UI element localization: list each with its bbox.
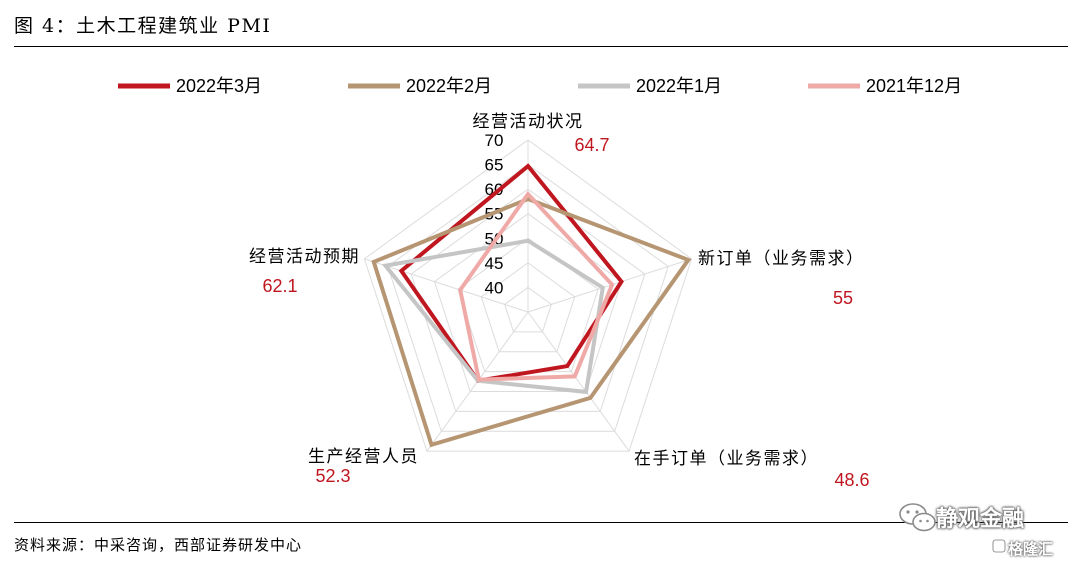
tick-label: 65 xyxy=(485,156,504,175)
series-line-2022年2月 xyxy=(371,196,692,448)
grid-ring-60 xyxy=(410,188,646,412)
source-rule xyxy=(14,522,1068,523)
axis-label: 在手订单（业务需求） xyxy=(634,449,819,469)
axis-label: 经营活动状况 xyxy=(473,112,584,132)
value-annotation: 55 xyxy=(833,288,853,308)
value-annotations: 64.7 55 48.6 52.3 62.1 xyxy=(262,135,869,490)
axis-label: 经营活动预期 xyxy=(249,247,360,267)
watermark-name: 静观金融 xyxy=(936,507,1025,532)
legend: 2022年3月 2022年2月 2022年1月 2021年12月 xyxy=(118,76,962,96)
series-line-2022年3月 xyxy=(398,163,624,383)
grid-ring-45 xyxy=(480,262,576,353)
legend-label: 2021年12月 xyxy=(866,76,962,96)
series-lines xyxy=(371,163,692,448)
tick-label: 45 xyxy=(485,254,504,273)
legend-label: 2022年3月 xyxy=(176,76,262,96)
figure-title: 图 4：土木工程建筑业 PMI xyxy=(14,15,272,37)
title-rule xyxy=(14,46,1068,47)
tick-label: 60 xyxy=(485,180,504,199)
grid-ring-55 xyxy=(433,213,623,393)
wechat-icon xyxy=(899,503,936,532)
value-annotation: 52.3 xyxy=(315,466,350,486)
watermark-brand: 格隆汇 xyxy=(1008,540,1054,558)
value-annotation: 64.7 xyxy=(574,135,609,155)
grid-ring-70 xyxy=(363,139,693,452)
figure-source: 资料来源：中采咨询，西部证券研发中心 xyxy=(14,536,303,554)
tick-label: 40 xyxy=(485,278,504,297)
axis-label: 新订单（业务需求） xyxy=(698,249,865,269)
value-annotation: 48.6 xyxy=(834,470,869,490)
legend-label: 2022年1月 xyxy=(636,76,722,96)
legend-label: 2022年2月 xyxy=(406,76,492,96)
tick-label: 70 xyxy=(485,131,504,150)
grid-ring-65 xyxy=(387,163,669,432)
series-line-2022年1月 xyxy=(381,238,605,395)
axis-label: 生产经营人员 xyxy=(308,447,419,467)
radar-grid xyxy=(363,139,693,452)
value-annotation: 62.1 xyxy=(262,276,297,296)
brand-logo-icon xyxy=(992,539,1006,553)
axis-spoke xyxy=(364,258,529,313)
series-line-2021年12月 xyxy=(458,190,615,382)
axis-spoke xyxy=(527,311,630,452)
watermark: 静观金融 格隆汇 xyxy=(896,499,1076,559)
grid-ring-40 xyxy=(504,286,552,333)
